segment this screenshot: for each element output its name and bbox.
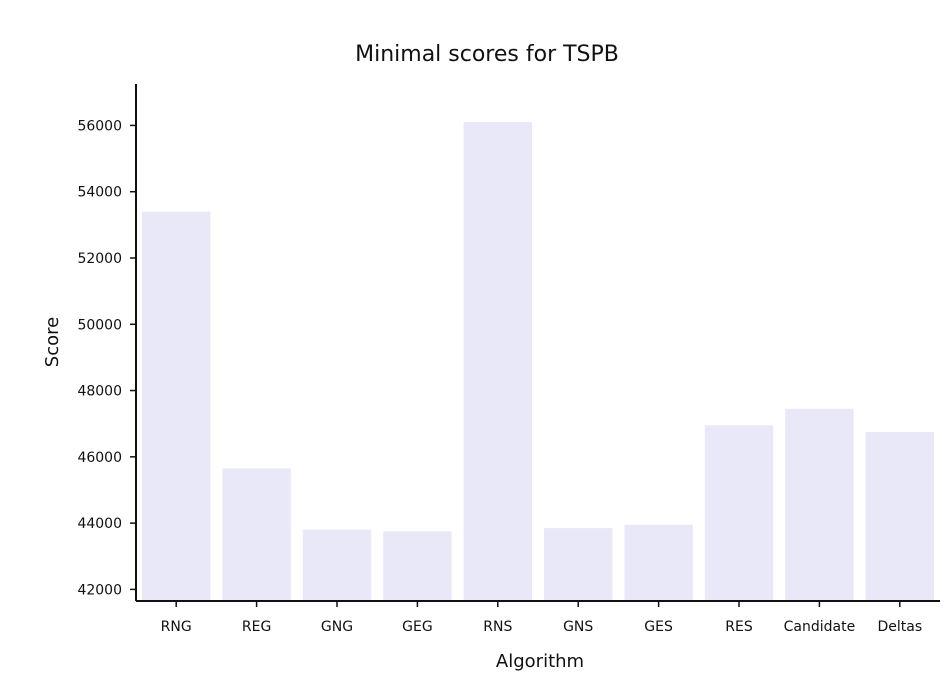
x-tick-label-res: RES	[725, 619, 753, 635]
y-tick-label: 44000	[77, 516, 122, 532]
bar-geg	[383, 531, 452, 601]
y-tick-label: 56000	[77, 118, 122, 134]
bar-deltas	[865, 431, 934, 601]
x-axis: RNG REG GNG GEG RNS GNS GES RES Candidate Deltas	[136, 600, 940, 635]
x-tick-label-gng: GNG	[321, 619, 353, 635]
y-tick-label: 42000	[77, 582, 122, 598]
bar-gns	[544, 528, 613, 601]
x-tick-label-geg: GEG	[402, 619, 433, 635]
bar-reg	[222, 468, 291, 601]
bar-candidate	[785, 408, 854, 601]
x-axis-title: Algorithm	[496, 651, 584, 672]
bars-layer	[142, 122, 934, 602]
y-tick-label: 54000	[77, 185, 122, 201]
x-tick-label-candidate: Candidate	[784, 619, 856, 635]
x-tick-label-rns: RNS	[483, 619, 512, 635]
y-tick-label: 50000	[77, 317, 122, 333]
y-axis-title: Score	[42, 317, 63, 367]
y-tick-label: 52000	[77, 251, 122, 267]
x-tick-label-deltas: Deltas	[877, 619, 922, 635]
x-tick-label-gns: GNS	[563, 619, 593, 635]
y-tick-label: 48000	[77, 384, 122, 400]
y-tick-label: 46000	[77, 450, 122, 466]
bar-res	[704, 425, 774, 601]
bar-rng	[142, 211, 211, 601]
bar-rns	[463, 122, 532, 602]
bar-ges	[624, 524, 693, 601]
x-tick-label-ges: GES	[644, 619, 673, 635]
x-tick-label-rng: RNG	[161, 619, 192, 635]
chart-title: Minimal scores for TSPB	[355, 42, 619, 67]
bar-gng	[302, 529, 372, 601]
x-tick-label-reg: REG	[242, 619, 271, 635]
y-axis: 42000 44000 46000 48000 50000 52000 54000 56000	[77, 84, 137, 601]
